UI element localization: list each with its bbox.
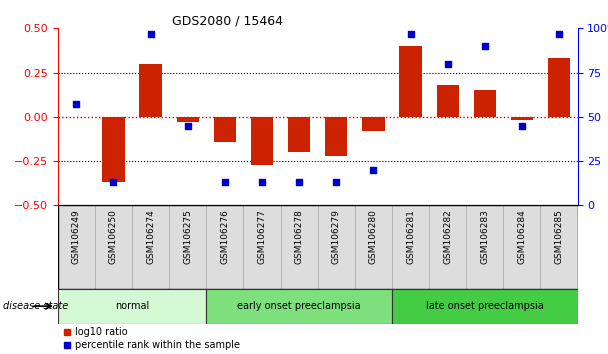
Point	[517, 123, 527, 129]
Text: GSM106274: GSM106274	[146, 210, 155, 264]
Bar	[214, 117, 236, 142]
Point	[406, 31, 415, 36]
Text: GSM106279: GSM106279	[332, 210, 340, 264]
Bar	[325, 117, 347, 156]
Text: GSM106249: GSM106249	[72, 210, 81, 264]
Text: GSM106281: GSM106281	[406, 210, 415, 264]
Bar	[355, 205, 392, 289]
Point	[146, 31, 156, 36]
Text: GSM106250: GSM106250	[109, 210, 118, 264]
Bar	[169, 205, 206, 289]
Bar	[95, 205, 132, 289]
Text: GSM106283: GSM106283	[480, 210, 489, 264]
Bar	[503, 205, 541, 289]
Point	[554, 31, 564, 36]
Point	[294, 179, 304, 185]
Bar	[251, 117, 273, 165]
Text: GSM106285: GSM106285	[554, 210, 564, 264]
Bar	[102, 117, 125, 182]
Point	[368, 167, 378, 173]
Text: GSM106275: GSM106275	[183, 210, 192, 264]
Point	[220, 179, 230, 185]
Text: normal: normal	[115, 301, 149, 311]
Bar	[429, 205, 466, 289]
Legend: log10 ratio, percentile rank within the sample: log10 ratio, percentile rank within the …	[63, 327, 240, 350]
Text: GSM106277: GSM106277	[257, 210, 266, 264]
Point	[331, 179, 341, 185]
Bar	[58, 289, 206, 324]
Point	[109, 179, 119, 185]
Bar	[362, 117, 384, 131]
Point	[257, 179, 267, 185]
Text: GSM106282: GSM106282	[443, 210, 452, 264]
Bar	[511, 117, 533, 120]
Bar	[399, 46, 421, 117]
Bar	[392, 289, 578, 324]
Text: GDS2080 / 15464: GDS2080 / 15464	[172, 14, 283, 27]
Bar	[206, 289, 392, 324]
Bar	[243, 205, 280, 289]
Bar	[206, 205, 243, 289]
Bar	[132, 205, 169, 289]
Point	[183, 123, 193, 129]
Bar	[58, 205, 95, 289]
Text: late onset preeclampsia: late onset preeclampsia	[426, 301, 544, 311]
Bar	[474, 90, 496, 117]
Point	[480, 43, 489, 49]
Text: GSM106284: GSM106284	[517, 210, 527, 264]
Bar	[280, 205, 317, 289]
Bar	[176, 117, 199, 122]
Text: GSM106276: GSM106276	[220, 210, 229, 264]
Text: GSM106280: GSM106280	[369, 210, 378, 264]
Bar	[392, 205, 429, 289]
Bar	[466, 205, 503, 289]
Text: disease state: disease state	[3, 301, 68, 311]
Bar	[548, 58, 570, 117]
Text: early onset preeclampsia: early onset preeclampsia	[237, 301, 361, 311]
Bar	[437, 85, 459, 117]
Bar	[139, 64, 162, 117]
Bar	[288, 117, 310, 152]
Text: GSM106278: GSM106278	[295, 210, 303, 264]
Point	[72, 102, 81, 107]
Bar	[541, 205, 578, 289]
Point	[443, 61, 452, 67]
Bar	[317, 205, 355, 289]
